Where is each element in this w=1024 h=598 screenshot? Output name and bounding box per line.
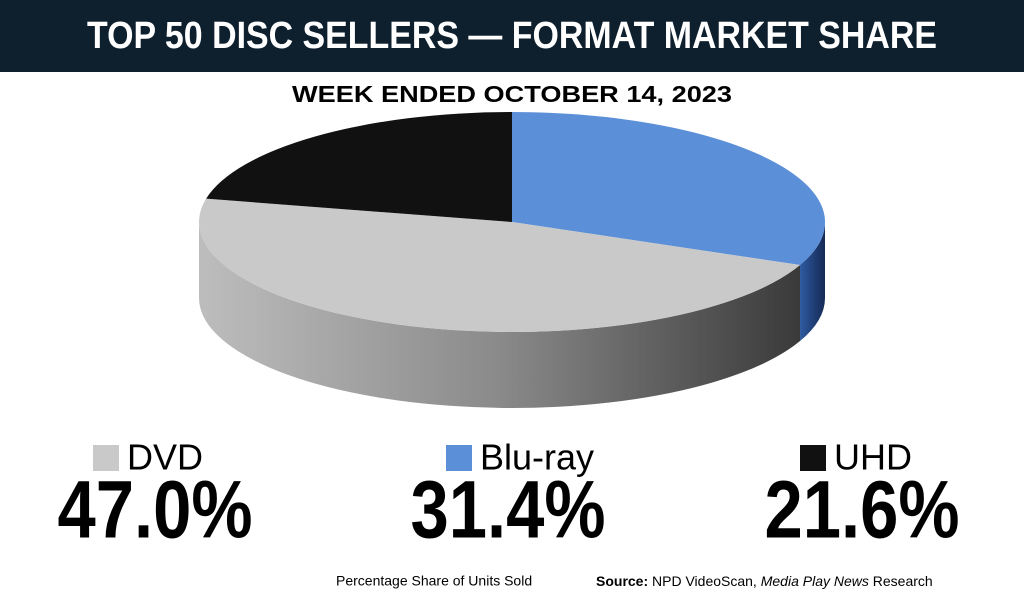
legend-swatch bbox=[800, 445, 826, 471]
slice bbox=[199, 198, 801, 332]
pie bbox=[198, 112, 825, 408]
value-label: 47.0% bbox=[58, 465, 253, 556]
source: Source: NPD VideoScan, Media Play News R… bbox=[596, 573, 933, 589]
source-label: Source: bbox=[596, 573, 648, 589]
value-label: 21.6% bbox=[765, 465, 960, 556]
footnote: Percentage Share of Units Sold bbox=[336, 573, 532, 589]
chart-title: TOP 50 DISC SELLERS — FORMAT MARKET SHAR… bbox=[87, 15, 937, 57]
source-suffix: Research bbox=[873, 573, 933, 589]
title-bar bbox=[0, 0, 1024, 72]
source-text: NPD VideoScan, bbox=[652, 573, 757, 589]
source-italic: Media Play News bbox=[761, 573, 869, 589]
legend-swatch bbox=[446, 445, 472, 471]
legend-label: Blu-ray bbox=[480, 437, 594, 478]
slice bbox=[512, 112, 825, 266]
legend-label: UHD bbox=[834, 437, 912, 478]
value-label: 31.4% bbox=[411, 465, 606, 556]
slice-side bbox=[198, 222, 801, 408]
legend-swatch bbox=[93, 445, 119, 471]
slice bbox=[206, 112, 512, 222]
slice-side bbox=[800, 222, 825, 342]
legend-label: DVD bbox=[127, 437, 203, 478]
chart-subtitle: WEEK ENDED OCTOBER 14, 2023 bbox=[292, 81, 732, 107]
